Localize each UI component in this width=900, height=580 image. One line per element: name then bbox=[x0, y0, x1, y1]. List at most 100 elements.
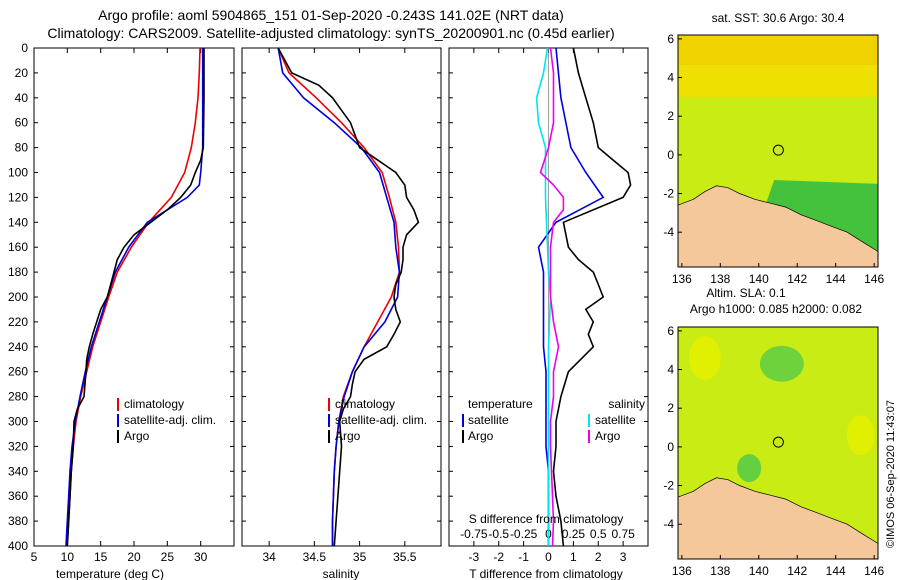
legend-label-satellite: satellite-adj. clim. bbox=[335, 413, 427, 427]
sst-map-title: sat. SST: 30.6 Argo: 30.4 bbox=[712, 11, 845, 25]
y-tick-label: -2 bbox=[663, 479, 674, 493]
series-s-argo bbox=[539, 48, 565, 546]
x-tick-label: 140 bbox=[749, 272, 769, 286]
map-frame bbox=[677, 34, 879, 268]
y-tick-label: 0 bbox=[21, 41, 28, 55]
x-tick-label: -2 bbox=[493, 550, 504, 564]
y-tick-label: 400 bbox=[8, 539, 28, 553]
sla-blob-high bbox=[846, 415, 875, 456]
salinity-legend: climatology satellite-adj. clim. Argo bbox=[328, 397, 427, 443]
hot-band bbox=[678, 35, 878, 65]
land-new-guinea bbox=[678, 477, 878, 559]
x-tick-label: 34.5 bbox=[303, 550, 327, 564]
series-argo bbox=[277, 48, 420, 546]
sla-map: 136 138 140 142 144 146 6 4 2 0 -2 -4 bbox=[663, 324, 884, 578]
legend-label-climatology: climatology bbox=[124, 397, 184, 411]
map-field bbox=[678, 327, 878, 559]
x-tick-label: 146 bbox=[864, 272, 884, 286]
x-tick-label: 0 bbox=[545, 550, 552, 564]
y-tick-label: 6 bbox=[667, 32, 674, 46]
y-tick-label: 6 bbox=[667, 324, 674, 338]
series-s-satellite bbox=[535, 48, 552, 546]
plot-frame bbox=[33, 47, 235, 547]
y-tick-label: 2 bbox=[667, 401, 674, 415]
sst-map: 136 138 140 142 144 146 6 4 2 0 -2 -4 bbox=[663, 32, 884, 286]
legend-label-s-satellite: satellite bbox=[595, 413, 636, 427]
legend-label-t-satellite: satellite bbox=[468, 413, 509, 427]
s-tick-label: 0.5 bbox=[590, 527, 607, 541]
y-tick-label: -2 bbox=[663, 187, 674, 201]
header-title-line1: Argo profile: aoml 5904865_151 01-Sep-20… bbox=[98, 7, 564, 23]
plot-frame bbox=[241, 47, 442, 547]
imos-watermark: ©IMOS 06-Sep-2020 11:43:07 bbox=[885, 400, 897, 548]
sla-map-title: Altim. SLA: 0.1 bbox=[706, 286, 786, 300]
x-tick-label: 34 bbox=[262, 550, 276, 564]
y-tick-label: 280 bbox=[8, 390, 28, 404]
y-tick-label: 140 bbox=[8, 215, 28, 229]
x-tick-label: 138 bbox=[710, 564, 730, 578]
y-tick-label: -4 bbox=[663, 517, 674, 531]
legend-label-t-argo: Argo bbox=[468, 429, 494, 443]
temperature-legend: climatology satellite-adj. clim. Argo bbox=[117, 397, 216, 443]
legend-label-argo: Argo bbox=[335, 429, 361, 443]
temperature-panel: 5 10 15 20 25 3002040608010012014016018020022… bbox=[8, 41, 235, 564]
y-tick-label: 320 bbox=[8, 439, 28, 453]
x-tick-label: 5 bbox=[31, 550, 38, 564]
x-tick-label: 25 bbox=[161, 550, 175, 564]
x-tick-label: 142 bbox=[787, 272, 807, 286]
x-tick-label: 20 bbox=[127, 550, 141, 564]
y-tick-label: 0 bbox=[667, 148, 674, 162]
y-tick-label: 40 bbox=[15, 91, 29, 105]
x-tick-label: 144 bbox=[826, 564, 846, 578]
salinity-xlabel: salinity bbox=[323, 567, 360, 580]
y-tick-label: 180 bbox=[8, 265, 28, 279]
y-tick-label: 80 bbox=[15, 141, 29, 155]
difference-legend: temperature salinity satellite Argo sate… bbox=[462, 397, 645, 443]
y-tick-label: 120 bbox=[8, 190, 28, 204]
y-tick-label: 240 bbox=[8, 340, 28, 354]
difference-panel: -3 -2 -1 0 1 2 3-0.75 -0.5 -0.25 0 0.25 0.5 0.75 bbox=[448, 47, 649, 564]
difference-xlabel: T difference from climatology bbox=[469, 567, 623, 580]
y-tick-label: 300 bbox=[8, 415, 28, 429]
x-tick-label: 3 bbox=[620, 550, 627, 564]
legend-title-temperature: temperature bbox=[468, 397, 533, 411]
legend-label-satellite: satellite-adj. clim. bbox=[124, 413, 216, 427]
map-frame bbox=[677, 326, 879, 560]
x-tick-label: 2 bbox=[595, 550, 602, 564]
y-tick-label: 4 bbox=[667, 71, 674, 85]
series-argo bbox=[66, 48, 205, 546]
x-tick-label: 140 bbox=[749, 564, 769, 578]
s-tick-label: -0.75 bbox=[460, 527, 488, 541]
float-marker bbox=[772, 436, 784, 448]
y-tick-label: 2 bbox=[667, 109, 674, 123]
float-marker bbox=[772, 144, 784, 156]
x-tick-label: 142 bbox=[787, 564, 807, 578]
series-satellite-adj-clim- bbox=[277, 48, 401, 546]
x-tick-label: -3 bbox=[469, 550, 480, 564]
y-tick-label: 20 bbox=[15, 66, 29, 80]
x-tick-label: 146 bbox=[864, 564, 884, 578]
legend-label-argo: Argo bbox=[124, 429, 150, 443]
s-tick-label: -0.5 bbox=[488, 527, 509, 541]
x-tick-label: 10 bbox=[61, 550, 75, 564]
y-tick-label: -4 bbox=[663, 225, 674, 239]
temperature-xlabel: temperature (deg C) bbox=[56, 567, 164, 580]
legend-title-salinity: salinity bbox=[608, 397, 645, 411]
x-tick-label: -1 bbox=[518, 550, 529, 564]
header-title-line2: Climatology: CARS2009. Satellite-adjuste… bbox=[47, 25, 614, 41]
sla-blob bbox=[737, 454, 762, 483]
y-tick-label: 340 bbox=[8, 464, 28, 478]
s-tick-label: 0.25 bbox=[562, 527, 586, 541]
x-tick-label: 138 bbox=[710, 272, 730, 286]
x-tick-label: 15 bbox=[94, 550, 108, 564]
y-tick-label: 380 bbox=[8, 514, 28, 528]
y-tick-label: 360 bbox=[8, 489, 28, 503]
x-tick-label: 1 bbox=[570, 550, 577, 564]
x-tick-label: 136 bbox=[672, 564, 692, 578]
x-tick-label: 30 bbox=[194, 550, 208, 564]
difference-xlabel-top: S difference from climatology bbox=[469, 512, 624, 526]
land-new-guinea bbox=[678, 185, 878, 267]
y-tick-label: 4 bbox=[667, 363, 674, 377]
y-tick-label: 260 bbox=[8, 365, 28, 379]
